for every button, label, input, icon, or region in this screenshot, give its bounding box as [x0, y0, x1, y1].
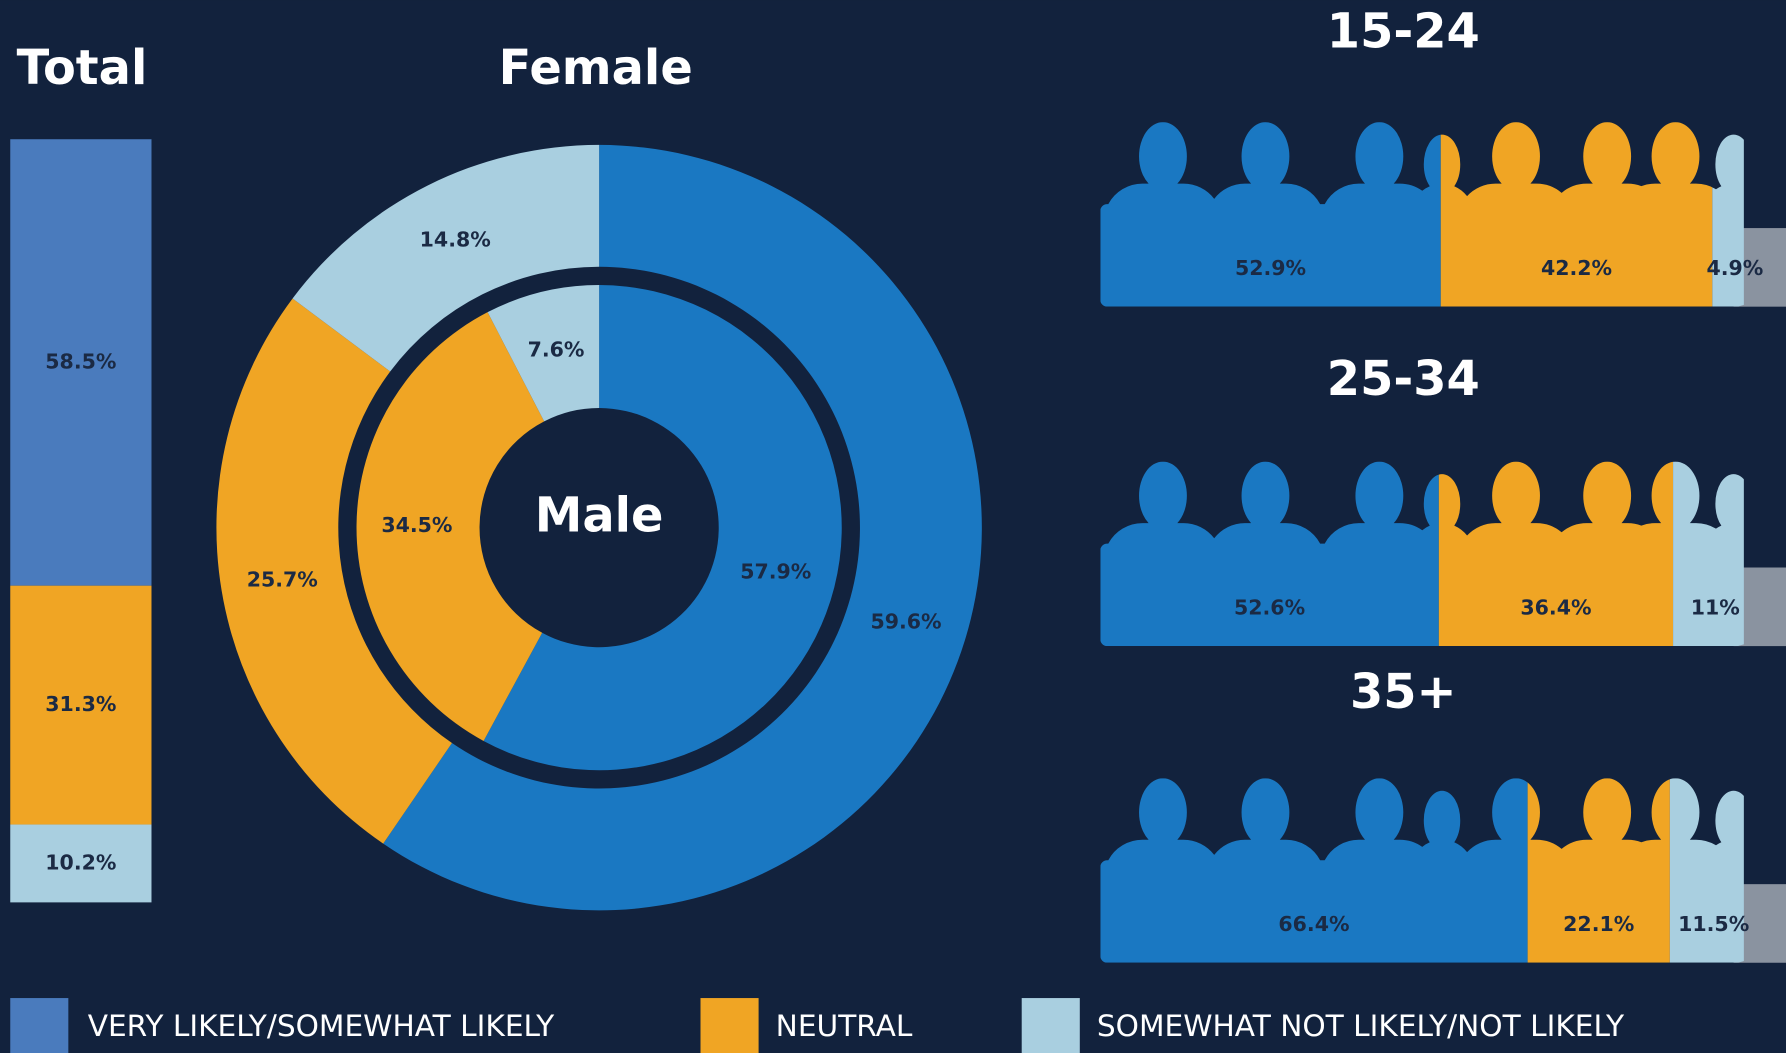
value-label: 4.9%: [1706, 256, 1763, 280]
value-label: 34.5%: [381, 513, 452, 537]
legend-label: SOMEWHAT NOT LIKELY/NOT LIKELY: [1097, 1009, 1625, 1043]
legend-swatch: [10, 998, 68, 1053]
chart-title: 35+: [1350, 665, 1457, 720]
value-label: 7.6%: [528, 338, 585, 362]
value-label: 52.6%: [1234, 596, 1305, 620]
value-label: 25.7%: [247, 567, 318, 591]
value-label: 22.1%: [1563, 912, 1634, 936]
value-label: 66.4%: [1278, 912, 1349, 936]
value-label: 11%: [1691, 596, 1740, 620]
legend-swatch: [1022, 998, 1080, 1053]
center-label: Male: [535, 489, 664, 544]
infographic: Total 58.5% 31.3% 10.2% Female 59.6% 25.7% 14.8…: [0, 0, 1786, 1053]
legend-label: VERY LIKELY/SOMEWHAT LIKELY: [88, 1009, 555, 1043]
value-label: 10.2%: [45, 850, 116, 874]
legend-swatch: [701, 998, 759, 1053]
chart-title: 25-34: [1327, 352, 1480, 407]
chart-title: Female: [499, 41, 693, 96]
value-label: 57.9%: [740, 559, 811, 583]
chart-title: 15-24: [1327, 4, 1480, 59]
value-label: 36.4%: [1520, 596, 1591, 620]
value-label: 31.3%: [45, 692, 116, 716]
chart-title: Total: [17, 41, 148, 96]
value-label: 14.8%: [420, 227, 491, 251]
page: Total 58.5% 31.3% 10.2% Female 59.6% 25.7% 14.8…: [0, 0, 1786, 1053]
value-label: 58.5%: [45, 349, 116, 373]
value-label: 52.9%: [1235, 256, 1306, 280]
value-label: 59.6%: [870, 609, 941, 633]
legend-label: NEUTRAL: [776, 1009, 913, 1043]
value-label: 11.5%: [1678, 912, 1749, 936]
value-label: 42.2%: [1541, 256, 1612, 280]
